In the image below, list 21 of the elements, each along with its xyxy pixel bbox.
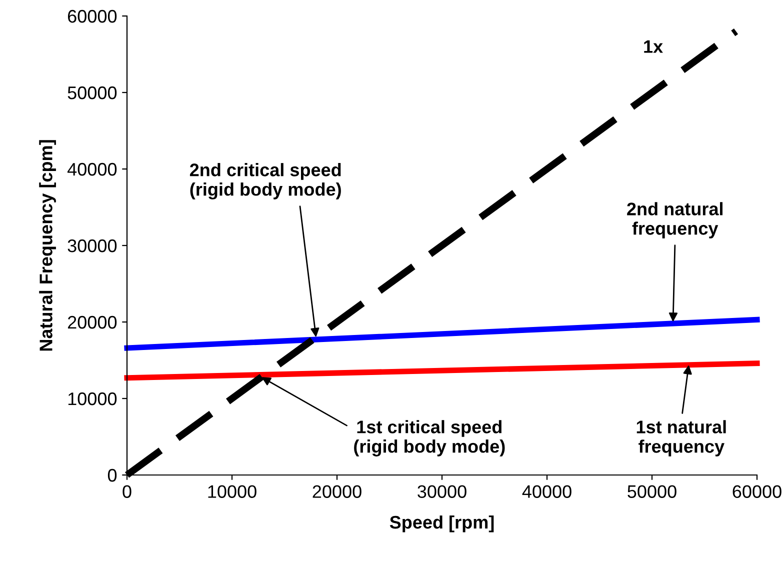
annotation: 1st natural frequency — [636, 420, 726, 456]
y-tick-label: 40000 — [67, 162, 117, 176]
annotation: 2nd natural frequency — [627, 202, 722, 238]
annotation: 1st critical speed (rigid body mode) — [354, 420, 505, 456]
x-tick-label: 50000 — [628, 485, 676, 498]
y-axis-title: Natural Frequency [cpm] — [39, 140, 56, 351]
y-tick-label: 20000 — [68, 316, 117, 329]
y-tick-label: 10000 — [68, 392, 117, 406]
x-tick-label: 60000 — [732, 485, 782, 498]
y-tick-label: 0 — [108, 468, 117, 482]
x-tick-label: 40000 — [522, 485, 572, 498]
y-tick-label: 30000 — [68, 239, 117, 252]
y-tick-label: 50000 — [68, 86, 117, 100]
annotation: 2nd critical speed (rigid body mode) — [190, 163, 341, 200]
annotation: 1x — [644, 40, 663, 53]
x-axis-title: Speed [rpm] — [390, 515, 494, 532]
y-tick-label: 60000 — [68, 10, 117, 23]
x-tick-label: 0 — [122, 485, 132, 498]
x-tick-label: 20000 — [312, 485, 362, 498]
x-tick-label: 30000 — [418, 485, 466, 498]
x-tick-label: 10000 — [208, 485, 256, 498]
